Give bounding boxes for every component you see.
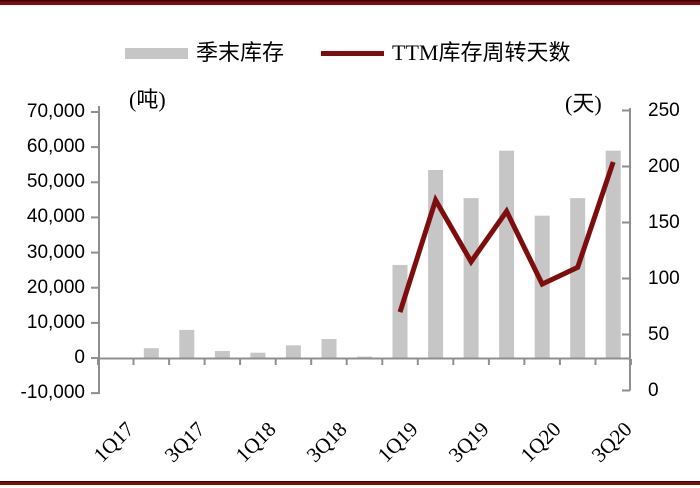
left-axis-tick-labels: 70,000 60,000 50,000 40,000 30,000 20,000 10,0… bbox=[0, 0, 85, 488]
right-axis-tick-labels: 250 200 150 100 50 0 bbox=[648, 0, 700, 488]
bar-4Q19 bbox=[499, 150, 515, 358]
ttm-line bbox=[397, 161, 616, 313]
right-axis-unit-label: (天) bbox=[565, 91, 602, 116]
left-axis-tick-label: 30,000 bbox=[26, 241, 85, 263]
left-axis-tick-label: 20,000 bbox=[26, 276, 85, 298]
bar-4Q17 bbox=[214, 351, 230, 358]
left-axis-tick-label: 0 bbox=[74, 347, 85, 368]
bar-2Q18 bbox=[285, 345, 301, 358]
top-accent-rule bbox=[0, 0, 700, 5]
bar-3Q19 bbox=[463, 198, 479, 358]
bar-2Q20 bbox=[570, 198, 586, 358]
right-axis-tick-label: 50 bbox=[648, 323, 670, 345]
bar-3Q20 bbox=[605, 150, 621, 358]
right-axis-tick-label: 100 bbox=[648, 267, 680, 289]
left-axis-tick-label: 60,000 bbox=[26, 136, 85, 158]
left-axis-tick-label: 70,000 bbox=[26, 101, 85, 122]
bar-2Q17 bbox=[143, 348, 159, 358]
bottom-accent-rule bbox=[0, 481, 700, 485]
left-axis-tick-label: 10,000 bbox=[26, 311, 85, 333]
legend-line-swatch bbox=[321, 50, 385, 56]
left-axis-tick-label: 50,000 bbox=[26, 171, 85, 193]
bar-3Q18 bbox=[321, 339, 337, 358]
legend-line-label: TTM库存周转天数 bbox=[392, 40, 571, 65]
bar-1Q18 bbox=[250, 352, 266, 358]
bar-3Q17 bbox=[179, 329, 195, 358]
left-axis-unit-label: (吨) bbox=[129, 87, 166, 112]
right-axis-tick-label: 0 bbox=[648, 379, 659, 401]
right-axis-tick-label: 250 bbox=[648, 99, 680, 121]
legend: 季末库存 TTM库存周转天数 bbox=[125, 40, 570, 66]
left-axis-tick-label: 40,000 bbox=[26, 206, 85, 228]
right-axis-tick-label: 200 bbox=[648, 155, 680, 177]
left-axis-tick-label: -10,000 bbox=[20, 382, 85, 404]
bar-4Q18 bbox=[357, 356, 372, 358]
legend-bar-swatch bbox=[125, 47, 188, 59]
right-axis-tick-label: 150 bbox=[648, 211, 680, 233]
legend-bar-label: 季末库存 bbox=[196, 40, 285, 65]
